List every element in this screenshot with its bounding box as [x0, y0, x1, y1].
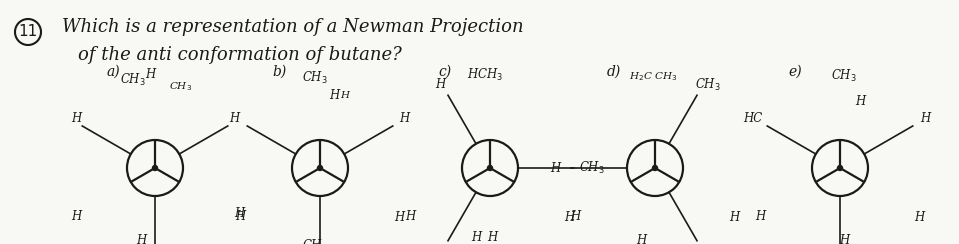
Text: H$_2$C CH$_3$: H$_2$C CH$_3$ — [629, 70, 677, 83]
Text: H: H — [564, 211, 574, 224]
Text: HCH$_3$: HCH$_3$ — [467, 67, 503, 83]
Text: d): d) — [607, 65, 621, 79]
Text: H: H — [145, 68, 155, 81]
Text: H: H — [72, 112, 82, 125]
Text: H: H — [756, 211, 765, 224]
Text: c): c) — [438, 65, 451, 79]
Text: H: H — [921, 112, 930, 125]
Circle shape — [837, 165, 843, 171]
Text: H: H — [136, 234, 146, 244]
Text: H: H — [394, 211, 405, 224]
Text: H: H — [571, 211, 581, 224]
Text: CH$_3$: CH$_3$ — [579, 160, 605, 176]
Text: H: H — [236, 211, 246, 224]
Circle shape — [652, 165, 658, 171]
Text: HC: HC — [743, 112, 762, 125]
Circle shape — [317, 165, 322, 171]
Circle shape — [152, 165, 157, 171]
Text: H: H — [471, 231, 481, 244]
Text: of the anti conformation of butane?: of the anti conformation of butane? — [78, 46, 402, 64]
Text: 11: 11 — [18, 24, 37, 40]
Text: e): e) — [788, 65, 802, 79]
Text: CH$_3$: CH$_3$ — [302, 238, 328, 244]
Text: b): b) — [272, 65, 286, 79]
Text: a): a) — [107, 65, 121, 79]
Text: CH$_3$: CH$_3$ — [120, 72, 146, 88]
Text: Which is a representation of a Newman Projection: Which is a representation of a Newman Pr… — [62, 18, 524, 36]
Text: CH$_3$: CH$_3$ — [169, 80, 192, 93]
Text: H: H — [72, 211, 82, 224]
Text: H: H — [340, 91, 349, 100]
Circle shape — [487, 165, 493, 171]
Text: H: H — [839, 234, 849, 244]
Text: H: H — [434, 78, 445, 91]
Text: CH$_3$: CH$_3$ — [695, 77, 721, 93]
Text: H: H — [636, 234, 646, 244]
Text: H: H — [399, 112, 409, 125]
Text: H: H — [854, 95, 865, 108]
Text: H: H — [914, 211, 924, 224]
Text: CH$_3$: CH$_3$ — [302, 70, 328, 86]
Text: H: H — [406, 211, 415, 224]
Text: H: H — [329, 89, 339, 102]
Text: H: H — [550, 162, 560, 174]
Text: H: H — [234, 206, 245, 220]
Text: H: H — [229, 112, 240, 125]
Text: CH$_3$: CH$_3$ — [831, 68, 857, 84]
Text: H: H — [487, 231, 497, 244]
Text: H: H — [729, 211, 739, 224]
